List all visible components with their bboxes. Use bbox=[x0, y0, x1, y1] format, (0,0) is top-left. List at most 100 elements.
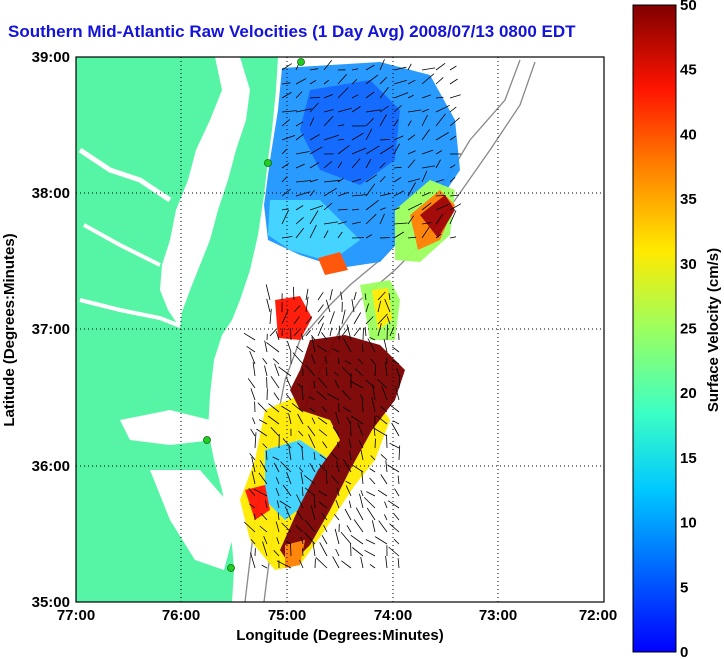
velocity-arrow bbox=[295, 180, 312, 183]
velocity-arrow bbox=[336, 441, 340, 449]
velocity-arrow bbox=[377, 291, 386, 301]
velocity-arrow bbox=[295, 205, 304, 211]
velocity-arrow bbox=[324, 356, 328, 365]
velocity-arrow bbox=[379, 162, 386, 169]
colorbar-tick-label: 20 bbox=[680, 385, 697, 402]
velocity-arrow bbox=[337, 208, 348, 211]
velocity-arrow bbox=[421, 94, 432, 99]
velocity-arrow bbox=[379, 105, 389, 113]
velocity-arrow bbox=[350, 415, 364, 425]
velocity-arrow bbox=[396, 368, 400, 377]
velocity-arrow bbox=[398, 445, 401, 461]
velocity-arrow bbox=[275, 331, 280, 341]
velocity-arrow bbox=[370, 455, 376, 461]
velocity-arrow bbox=[350, 534, 364, 545]
velocity-arrow bbox=[435, 150, 443, 155]
velocity-arrow bbox=[352, 464, 364, 473]
velocity-arrow bbox=[325, 367, 328, 377]
velocity-arrow bbox=[286, 377, 292, 389]
velocity-arrow bbox=[323, 202, 333, 211]
velocity-arrow bbox=[397, 475, 400, 485]
velocity-arrow bbox=[250, 539, 256, 545]
velocity-arrow bbox=[264, 340, 268, 353]
velocity-arrow bbox=[374, 364, 377, 377]
velocity-arrow bbox=[379, 114, 387, 127]
velocity-arrow bbox=[421, 67, 436, 71]
velocity-arrow bbox=[373, 424, 376, 437]
velocity-arrow bbox=[407, 178, 420, 183]
velocity-arrow bbox=[310, 505, 316, 521]
velocity-arrow bbox=[367, 338, 376, 353]
velocity-arrow bbox=[365, 316, 374, 325]
velocity-arrow bbox=[435, 233, 442, 239]
velocity-arrow bbox=[258, 472, 268, 485]
velocity-arrow bbox=[335, 499, 340, 509]
velocity-arrow bbox=[341, 390, 352, 401]
velocity-arrow bbox=[295, 108, 312, 113]
velocity-arrow bbox=[252, 417, 256, 425]
station-marker bbox=[227, 564, 235, 572]
velocity-arrow bbox=[421, 129, 430, 141]
velocity-arrow bbox=[325, 299, 331, 313]
velocity-arrow bbox=[340, 291, 343, 301]
velocity-arrow bbox=[262, 541, 268, 557]
velocity-arrow bbox=[254, 513, 256, 521]
velocity-arrow bbox=[337, 145, 350, 155]
velocity-arrow bbox=[293, 305, 301, 313]
velocity-arrow bbox=[377, 489, 388, 497]
velocity-arrow bbox=[329, 327, 333, 337]
velocity-arrow bbox=[273, 392, 280, 401]
velocity-arrow bbox=[365, 234, 373, 239]
velocity-arrow bbox=[407, 150, 416, 155]
velocity-arrow bbox=[392, 346, 400, 353]
velocity-arrow bbox=[309, 80, 317, 85]
velocity-arrow bbox=[365, 128, 373, 141]
velocity-arrow bbox=[449, 194, 460, 197]
velocity-arrow bbox=[334, 528, 340, 545]
velocity-arrow bbox=[307, 425, 316, 437]
velocity-arrow bbox=[360, 449, 364, 461]
velocity-arrow bbox=[312, 542, 316, 557]
y-tick-label: 37:00 bbox=[32, 321, 70, 338]
x-tick-label: 77:00 bbox=[57, 607, 95, 624]
velocity-arrow bbox=[341, 560, 352, 569]
velocity-arrow bbox=[302, 548, 304, 557]
velocity-arrow bbox=[285, 393, 292, 401]
velocity-arrow bbox=[393, 119, 399, 127]
velocity-arrow bbox=[369, 336, 376, 341]
velocity-arrow bbox=[361, 396, 364, 413]
velocity-arrow bbox=[309, 162, 320, 169]
velocity-arrow bbox=[354, 368, 364, 377]
velocity-arrow bbox=[301, 486, 304, 497]
colorbar-tick-label: 5 bbox=[680, 579, 688, 596]
velocity-arrow bbox=[323, 94, 334, 99]
velocity-arrow bbox=[407, 63, 412, 71]
velocity-arrow bbox=[386, 316, 391, 325]
velocity-arrow bbox=[256, 428, 268, 437]
velocity-arrow bbox=[250, 428, 256, 437]
velocity-arrow bbox=[379, 207, 386, 211]
velocity-arrow bbox=[449, 117, 460, 127]
velocity-arrow bbox=[335, 548, 340, 557]
velocity-arrow bbox=[323, 115, 334, 127]
velocity-arrow bbox=[318, 490, 328, 497]
velocity-arrow bbox=[246, 345, 256, 353]
velocity-arrow bbox=[345, 480, 352, 485]
velocity-arrow bbox=[421, 165, 435, 169]
velocity-arrow bbox=[353, 327, 361, 337]
station-markers bbox=[203, 58, 305, 572]
colorbar-tick-label: 45 bbox=[680, 62, 697, 79]
velocity-arrow bbox=[266, 342, 280, 353]
velocity-arrow bbox=[287, 341, 292, 353]
velocity-arrow bbox=[352, 547, 364, 557]
velocity-arrow bbox=[329, 289, 333, 301]
velocity-arrow bbox=[397, 558, 400, 569]
velocity-arrow bbox=[449, 78, 458, 85]
velocity-arrow bbox=[393, 222, 408, 225]
x-tick-label: 75:00 bbox=[268, 607, 306, 624]
velocity-arrow bbox=[392, 359, 400, 365]
velocity-arrow bbox=[338, 357, 340, 365]
velocity-arrow bbox=[363, 497, 376, 509]
velocity-arrow bbox=[321, 332, 328, 341]
